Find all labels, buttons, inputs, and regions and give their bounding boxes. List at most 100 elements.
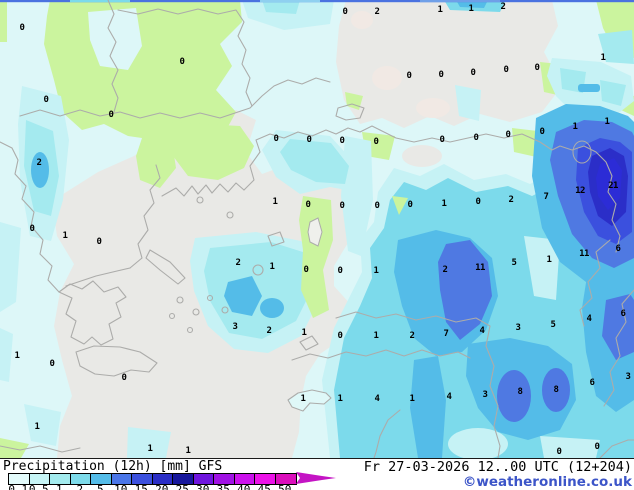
scale-cell (111, 474, 132, 484)
scale-label: 2 (76, 483, 84, 490)
precip-value: 1 (468, 4, 474, 15)
precip-value: 2 (500, 2, 506, 13)
precip-value: 4 (374, 394, 380, 405)
precip-value: 0 (470, 68, 476, 79)
precip-value: 0 (438, 70, 444, 81)
map-value-labels: 0 2 1 1 2 0 0 0 0 0 0 0 1 0 0 0 0 0 0 0 0 0 0 1 1 2 1 0 0 0 0 1 0 2 7 12 21 0… (14, 2, 631, 458)
precip-value: 0 (503, 65, 509, 76)
map-title: Precipitation (12h) [mm] GFS (3, 459, 223, 474)
scale-label: 45 (257, 483, 271, 490)
map-graphic (0, 0, 634, 458)
precip-value: 0 (374, 201, 380, 212)
precip-value: 3 (625, 372, 631, 383)
scale-cell (173, 474, 194, 484)
legend-bar: Precipitation (12h) [mm] GFS 0.1 0.5 1 2 5 10… (0, 458, 634, 490)
scale-label: 5 (96, 483, 104, 490)
precip-value: 3 (515, 323, 521, 334)
precip-value: 8 (517, 387, 523, 398)
precip-value: 21 (608, 181, 618, 192)
precip-value: 1 (600, 53, 606, 64)
scale-cell (132, 474, 153, 484)
scale-label: 35 (216, 483, 230, 490)
precip-value: 0 (534, 63, 540, 74)
precip-value: 5 (550, 320, 556, 331)
precip-value: 0 (407, 200, 413, 211)
precip-value: 0 (505, 130, 511, 141)
precip-value: 0 (342, 7, 348, 18)
precip-value: 2 (36, 158, 42, 169)
precip-value: 0 (339, 201, 345, 212)
precip-value: 1 (437, 5, 443, 16)
precip-value: 1 (14, 351, 20, 362)
precip-value: 1 (572, 122, 578, 133)
scale-cell (152, 474, 173, 484)
precip-value: 1 (373, 266, 379, 277)
precip-value: 0 (594, 442, 600, 453)
precip-value: 0 (439, 135, 445, 146)
scale-cell (255, 474, 276, 484)
precip-value: 0 (373, 137, 379, 148)
precip-value: 7 (443, 329, 449, 340)
scale-cell (50, 474, 71, 484)
precip-value: 1 (373, 331, 379, 342)
precip-value: 4 (479, 326, 485, 337)
precip-value: 0 (337, 266, 343, 277)
precip-value: 3 (232, 322, 238, 333)
precip-value: 6 (620, 309, 626, 320)
color-scale-labels: 0.1 0.5 1 2 5 10 15 20 25 30 35 40 45 50 (8, 483, 308, 490)
precip-value: 2 (409, 331, 415, 342)
precip-value: 11 (475, 263, 485, 274)
precip-value: 1 (62, 231, 68, 242)
precip-value: 2 (266, 326, 272, 337)
precip-value: 0 (337, 331, 343, 342)
scale-label: 25 (175, 483, 189, 490)
precip-value: 2 (508, 195, 514, 206)
precip-value: 0 (179, 57, 185, 68)
scale-label: 20 (155, 483, 169, 490)
precip-value: 4 (446, 392, 452, 403)
scale-label: 50 (278, 483, 292, 490)
precip-value: 0 (539, 127, 545, 138)
precip-value: 0 (306, 135, 312, 146)
precip-value: 1 (34, 422, 40, 433)
precip-value: 11 (579, 249, 589, 260)
precip-value: 1 (300, 394, 306, 405)
precip-value: 2 (235, 258, 241, 269)
precip-value: 0 (339, 136, 345, 147)
scale-cell (70, 474, 91, 484)
scale-cell (29, 474, 50, 484)
precip-value: 0 (473, 133, 479, 144)
precip-value: 1 (272, 197, 278, 208)
precip-value: 0 (19, 23, 25, 34)
precip-value: 0 (303, 265, 309, 276)
credit-link[interactable]: ©weatheronline.co.uk (462, 474, 632, 490)
precip-value: 0 (49, 359, 55, 370)
scale-cell (91, 474, 112, 484)
precip-value: 2 (442, 265, 448, 276)
precip-value: 0 (556, 447, 562, 458)
precip-value: 0 (305, 200, 311, 211)
scale-label: 30 (196, 483, 210, 490)
scale-label: 0.5 (28, 483, 49, 490)
precip-value: 6 (589, 378, 595, 389)
scale-label: 0.1 (8, 483, 29, 490)
scale-arrow-icon (296, 472, 336, 484)
precip-value: 2 (374, 7, 380, 18)
precip-value: 1 (185, 446, 191, 457)
precip-value: 1 (147, 444, 153, 455)
scale-cell (9, 474, 30, 484)
scale-label: 1 (55, 483, 63, 490)
precip-value: 1 (604, 117, 610, 128)
precip-value: 0 (29, 224, 35, 235)
precip-value: 0 (108, 110, 114, 121)
precip-value: 1 (337, 394, 343, 405)
precip-value: 12 (575, 186, 585, 197)
precip-value: 6 (615, 244, 621, 255)
precip-value: 1 (409, 394, 415, 405)
precip-value: 0 (96, 237, 102, 248)
scale-label: 15 (134, 483, 148, 490)
precip-value: 3 (482, 390, 488, 401)
precip-value: 0 (43, 95, 49, 106)
precip-value: 8 (553, 385, 559, 396)
